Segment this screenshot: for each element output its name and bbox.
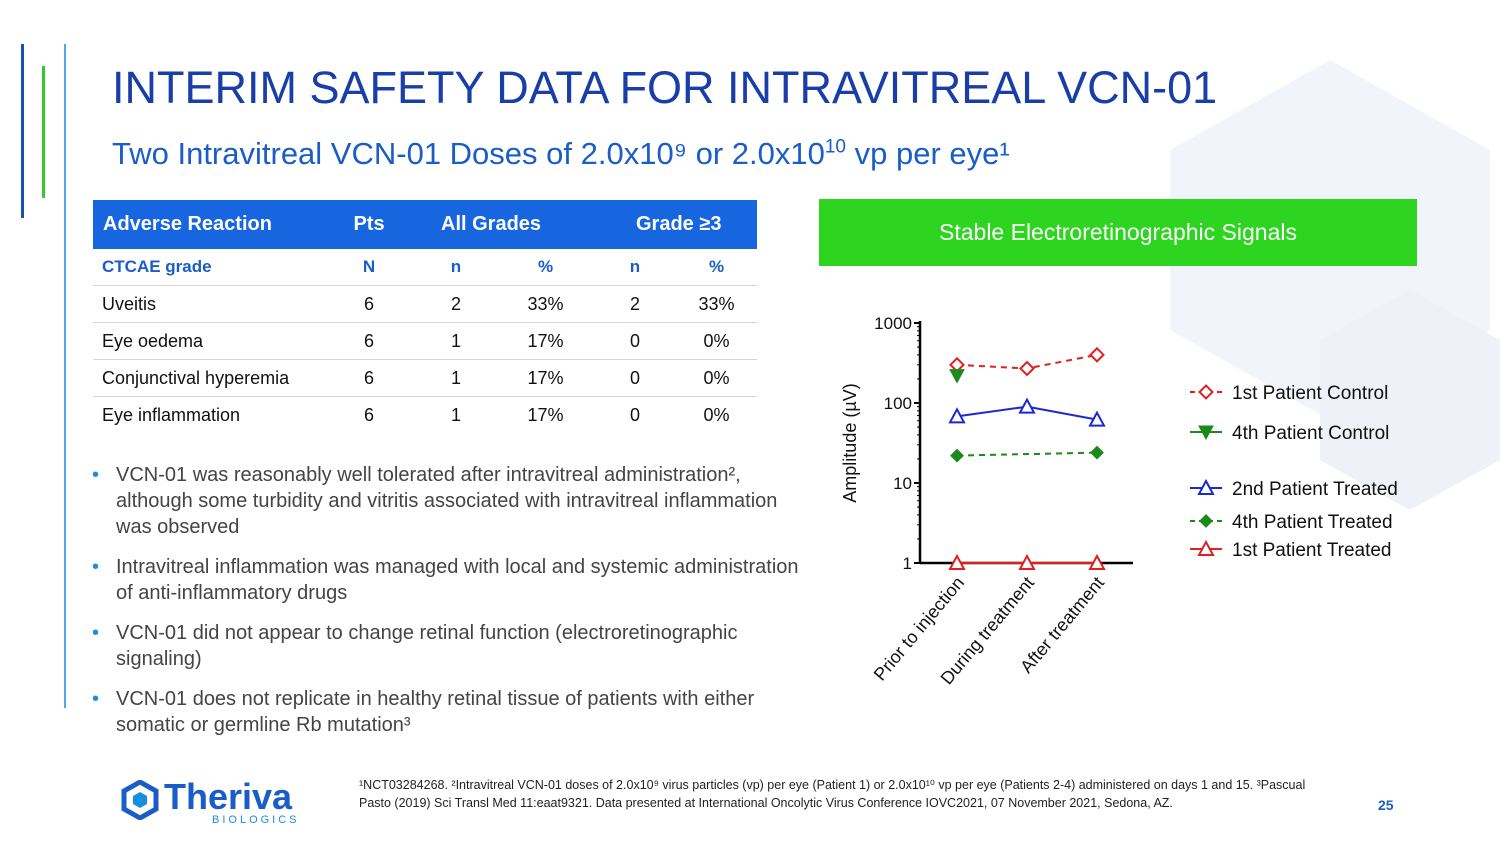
subheader-cell: n xyxy=(415,249,497,286)
bullet-dot-icon: • xyxy=(92,622,100,644)
table-cell: Eye oedema xyxy=(93,322,323,360)
legend-marker xyxy=(1199,514,1213,528)
table-cell: 1 xyxy=(415,322,497,360)
left-rule-green xyxy=(42,66,45,198)
data-point xyxy=(1088,553,1106,570)
legend-marker xyxy=(1198,384,1214,400)
left-rule-light xyxy=(64,44,66,708)
bullet-dot-icon: • xyxy=(92,688,100,710)
logo-hex-icon xyxy=(121,780,159,820)
bullet-item: • Intravitreal inflammation was managed w… xyxy=(92,556,799,604)
table-row: Conjunctival hyperemia 6 1 17% 0 0% xyxy=(93,359,757,397)
header-all-grades: All Grades xyxy=(415,200,594,249)
subheader-cell: CTCAE grade xyxy=(93,249,323,286)
table-cell: 0% xyxy=(676,359,757,397)
table-cell: 0 xyxy=(629,404,640,425)
table-row: Eye inflammation 6 1 17% 0 0% xyxy=(93,397,757,434)
table-cell: 6 xyxy=(363,404,374,425)
data-point xyxy=(1088,410,1106,427)
table-cell: 6 xyxy=(323,359,415,397)
footnote: ¹NCT03284268. ²Intravitreal VCN-01 doses… xyxy=(359,778,1306,810)
header-pts: Pts xyxy=(323,200,415,249)
table-cell: 0% xyxy=(676,322,757,360)
table-cell: 17% xyxy=(497,322,594,360)
y-tick-label: 10 xyxy=(893,474,912,493)
data-point xyxy=(950,448,964,463)
data-point xyxy=(1089,346,1105,363)
table-cell: 17% xyxy=(497,359,594,397)
bullet-item: • VCN-01 does not replicate in healthy re… xyxy=(92,688,755,736)
table-cell: 33% xyxy=(497,285,594,323)
data-point xyxy=(1018,553,1036,570)
table-cell: 1 xyxy=(450,404,461,425)
page-number: 25 xyxy=(1378,797,1394,813)
subheader-cell: N xyxy=(323,249,415,286)
table-row: Uveitis 6 2 33% 2 33% xyxy=(93,285,757,323)
data-point xyxy=(949,369,965,384)
table-cell: 2 xyxy=(415,285,497,323)
series-line xyxy=(956,451,1098,457)
bullet-list: • VCN-01 was reasonably well tolerated af… xyxy=(92,462,812,752)
table-cell: 17% xyxy=(527,404,564,425)
y-tick-label: 100 xyxy=(884,394,912,413)
table-cell: 2 xyxy=(594,285,676,323)
bullet-dot-icon: • xyxy=(92,556,100,578)
header-grade-3: Grade ≥3 xyxy=(594,200,757,249)
left-rule-blue xyxy=(21,44,24,218)
table-cell: Eye inflammation xyxy=(102,404,241,425)
page-subtitle: Two Intravitreal VCN-01 Doses of 2.0x10⁹… xyxy=(112,136,1010,171)
data-point xyxy=(948,407,966,424)
logo-wordmark: Theriva xyxy=(164,776,293,817)
header-adverse-reaction: Adverse Reaction xyxy=(93,200,323,249)
data-point xyxy=(1018,397,1036,414)
table-cell: 6 xyxy=(323,322,415,360)
table-header-row: Adverse Reaction Pts All Grades Grade ≥3 xyxy=(93,200,757,249)
table-cell: 0% xyxy=(703,404,730,425)
y-tick-label: 1000 xyxy=(874,314,912,333)
legend-label: 2nd Patient Treated xyxy=(1232,479,1398,500)
legend-marker xyxy=(1198,425,1214,441)
y-tick-label: 1 xyxy=(903,554,912,573)
table-cell: Conjunctival hyperemia xyxy=(93,359,323,397)
bullet-item: • VCN-01 did not appear to change retinal… xyxy=(92,622,738,670)
legend-label: 1st Patient Control xyxy=(1232,383,1388,404)
table-cell: 0 xyxy=(594,359,676,397)
data-point xyxy=(1019,360,1035,377)
legend-label: 4th Patient Control xyxy=(1232,423,1389,444)
subheader-cell: % xyxy=(497,249,594,286)
page-title: INTERIM SAFETY DATA FOR INTRAVITREAL VCN… xyxy=(112,62,1218,113)
table-cell: 0 xyxy=(594,322,676,360)
table-subheader-row: CTCAE grade N n % n % xyxy=(93,249,757,286)
table-cell: Uveitis xyxy=(93,285,323,323)
table-cell: 33% xyxy=(676,285,757,323)
table-row: Eye oedema 6 1 17% 0 0% xyxy=(93,322,757,360)
bullet-item: • VCN-01 was reasonably well tolerated af… xyxy=(92,464,778,538)
data-point xyxy=(1090,445,1104,460)
table-cell: 1 xyxy=(415,359,497,397)
logo-subtext: BIOLOGICS xyxy=(212,814,300,826)
legend-label: 4th Patient Treated xyxy=(1232,512,1393,533)
legend-marker xyxy=(1197,478,1215,495)
y-axis-label: Amplitude (µV) xyxy=(840,383,860,502)
legend-marker xyxy=(1197,539,1215,556)
adverse-reaction-table: Adverse Reaction Pts All Grades Grade ≥3… xyxy=(93,200,757,433)
data-point xyxy=(948,553,966,570)
bullet-dot-icon: • xyxy=(92,464,100,486)
subheader-cell: n xyxy=(594,249,676,286)
legend-label: 1st Patient Treated xyxy=(1232,540,1392,561)
chart-banner: Stable Electroretinographic Signals xyxy=(819,199,1417,266)
table-cell: 6 xyxy=(323,285,415,323)
subheader-cell: % xyxy=(676,249,757,286)
